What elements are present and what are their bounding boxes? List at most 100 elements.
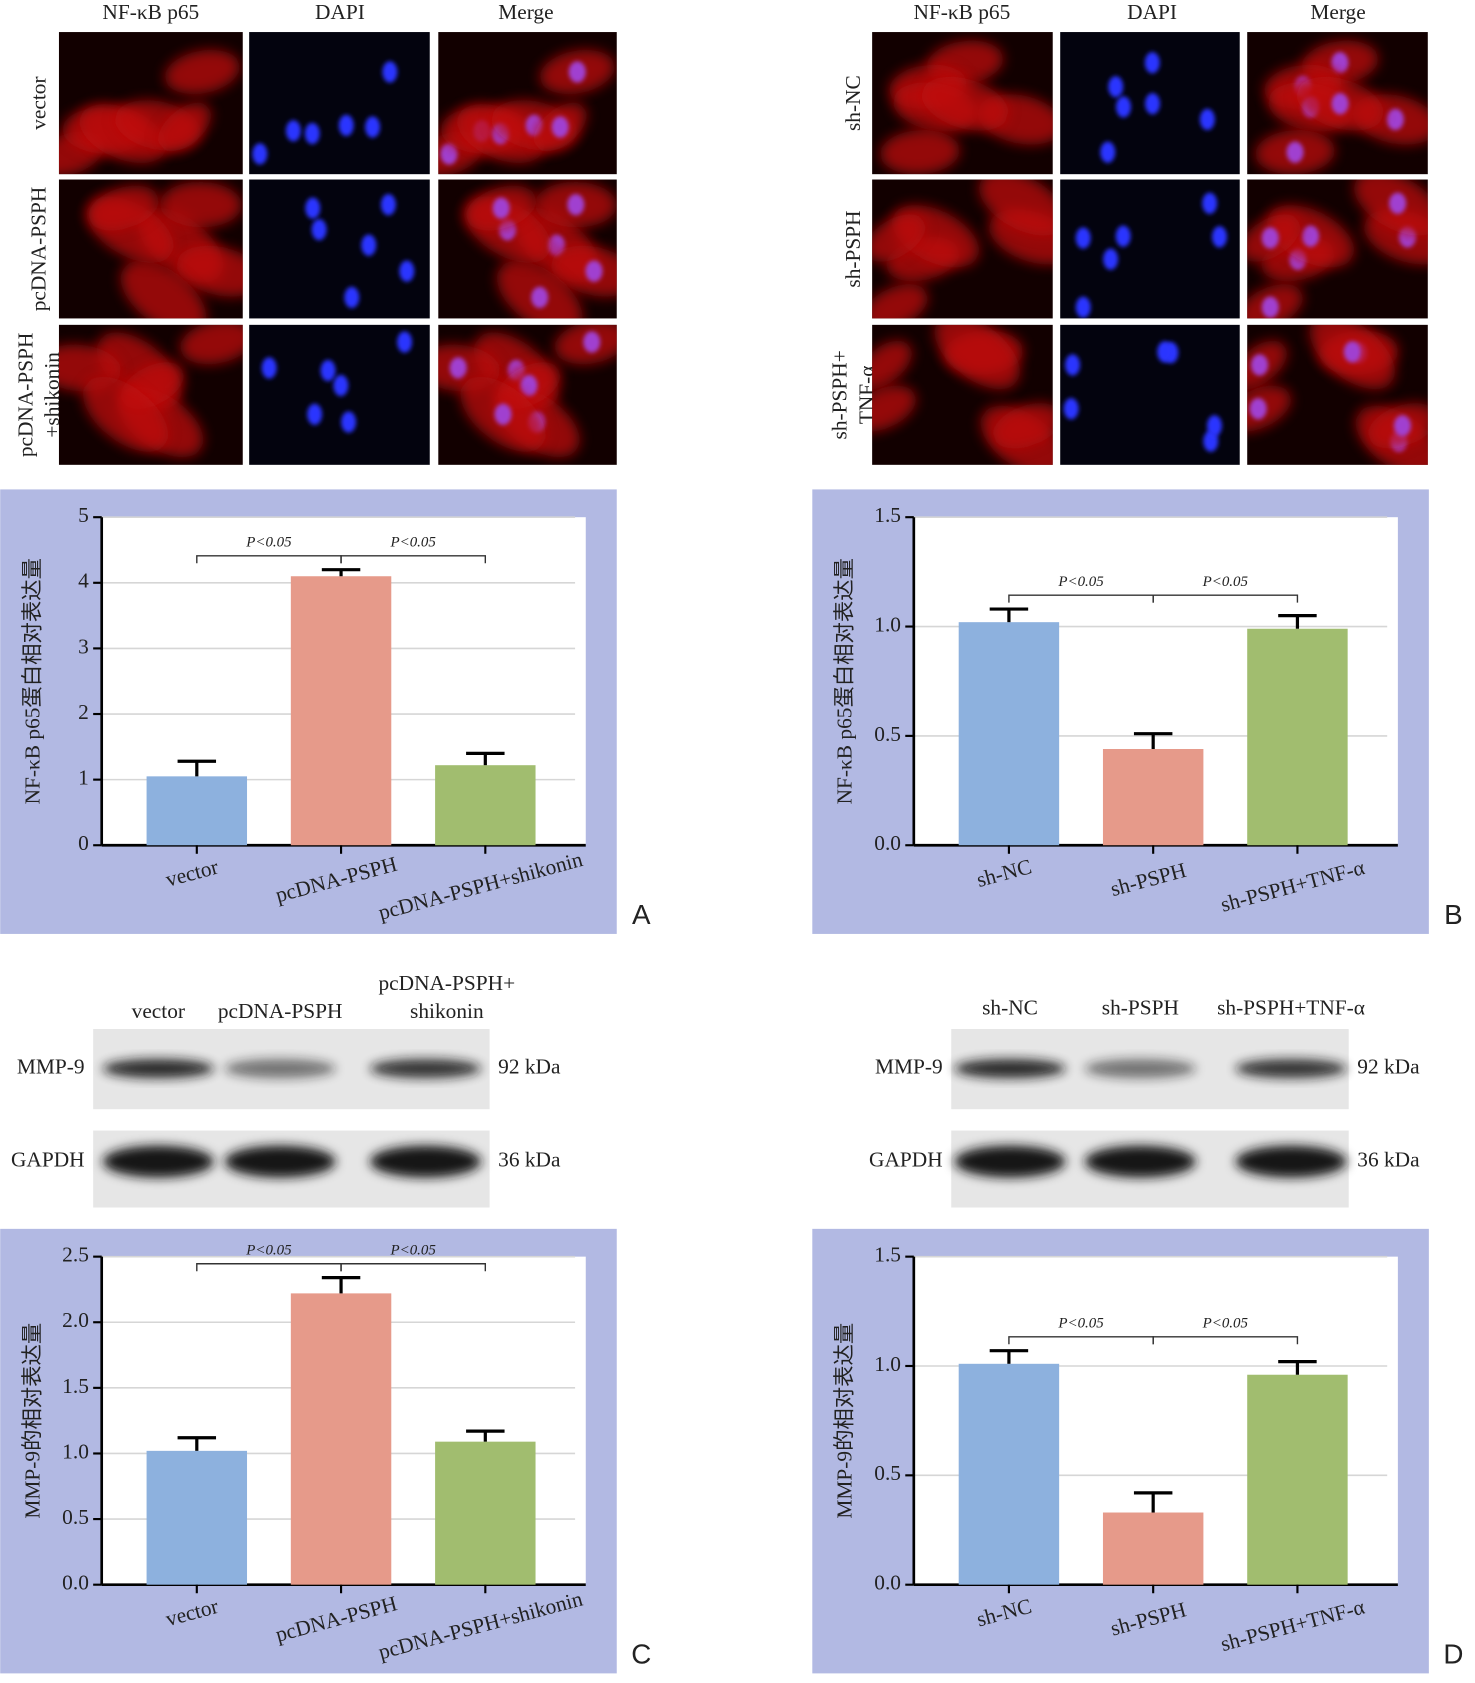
nucleus [305, 197, 321, 219]
band [1084, 1145, 1196, 1178]
nucleus [399, 260, 415, 282]
panel-letter: D [1443, 1639, 1463, 1670]
nucleus [1261, 227, 1279, 249]
cell-body [159, 182, 242, 228]
nucleus [551, 116, 569, 138]
cell-body [88, 185, 159, 231]
size-label: 36 kDa [498, 1147, 561, 1171]
micrograph-content [261, 331, 413, 433]
cell-body [872, 284, 928, 319]
y-tick-label: 0.5 [874, 722, 901, 746]
micrograph [1060, 179, 1240, 319]
nucleus [1075, 227, 1091, 249]
cell-body [872, 385, 916, 432]
micrograph-content [305, 193, 415, 309]
nucleus [1144, 52, 1160, 74]
y-tick-label: 0.0 [874, 1571, 901, 1595]
significance-bracket [340, 1263, 487, 1272]
bar [290, 576, 392, 846]
row-label: sh-PSPH [841, 210, 865, 287]
micrograph-content [880, 40, 1053, 175]
significance-label: P<0.05 [245, 1242, 292, 1258]
micrograph-content [252, 61, 398, 165]
y-tick-label: 1.0 [62, 1439, 89, 1463]
panel-letter: A [632, 899, 651, 930]
size-label: 92 kDa [1357, 1054, 1420, 1078]
significance-bracket [340, 555, 487, 564]
micrograph-content [1063, 341, 1222, 452]
nucleus [440, 143, 458, 165]
micrograph [249, 32, 430, 175]
bar [1247, 1374, 1348, 1585]
nucleus [1343, 341, 1361, 363]
nucleus [1251, 354, 1269, 376]
nucleus [567, 193, 585, 216]
nucleus [520, 374, 538, 397]
nucleus [1206, 415, 1222, 437]
lane-label: pcDNA-PSPH+ [379, 971, 516, 995]
band [102, 1145, 214, 1178]
row-label: pcDNA-PSPH [13, 333, 37, 458]
bar [958, 1363, 1060, 1585]
nucleus [1301, 225, 1320, 247]
bar [146, 776, 248, 846]
micrograph-content [1255, 40, 1428, 175]
band [224, 1145, 336, 1178]
nucleus [583, 331, 601, 353]
panel-letter: B [1444, 899, 1463, 930]
band [954, 1145, 1066, 1178]
nucleus [585, 260, 603, 282]
y-tick-label: 2.5 [62, 1243, 89, 1267]
band [954, 1058, 1066, 1079]
significance-label: P<0.05 [389, 1242, 436, 1258]
micrograph [872, 179, 1053, 319]
y-tick-label: 0.5 [874, 1461, 901, 1485]
significance-label: P<0.05 [1202, 1315, 1249, 1331]
micrograph [58, 324, 243, 465]
nucleus [449, 357, 467, 379]
nucleus [261, 357, 277, 379]
y-tick-label: 1.5 [874, 1243, 901, 1267]
y-tick-label: 0 [78, 831, 89, 855]
nucleus [492, 197, 510, 219]
size-label: 36 kDa [1357, 1147, 1420, 1171]
bar [1102, 1512, 1204, 1585]
micrograph-content [1075, 192, 1227, 318]
y-tick-label: 0.5 [62, 1505, 89, 1529]
row-label: pcDNA-PSPH [27, 187, 51, 312]
bar [435, 765, 536, 846]
nucleus [1331, 93, 1349, 115]
y-tick-label: 2 [78, 700, 89, 724]
nucleus [380, 193, 396, 216]
nucleus [1202, 192, 1218, 214]
nucleus [1065, 354, 1081, 376]
nucleus [1212, 226, 1227, 248]
micrograph-content [1247, 179, 1428, 319]
protein-label: MMP-9 [17, 1054, 85, 1078]
y-tick-label: 0.0 [874, 831, 901, 855]
nucleus [285, 120, 301, 142]
micrograph [58, 179, 243, 319]
micrograph-content [438, 49, 615, 175]
bar [146, 1450, 248, 1585]
micrograph-content [872, 324, 1053, 465]
micrograph [249, 324, 430, 465]
nucleus [1115, 225, 1131, 247]
bar [958, 622, 1060, 846]
micrograph [438, 324, 617, 465]
micrograph-content [1247, 324, 1428, 465]
nucleus [1199, 108, 1215, 131]
band [1235, 1145, 1347, 1178]
protein-label: MMP-9 [875, 1054, 943, 1078]
cell-body [120, 260, 207, 319]
band [1235, 1058, 1347, 1079]
significance-label: P<0.05 [389, 534, 436, 550]
micrograph-content [58, 49, 240, 175]
significance-label: P<0.05 [245, 534, 292, 550]
nucleus [361, 234, 377, 256]
nucleus [1393, 415, 1411, 437]
cell-body [979, 179, 1053, 236]
nucleus [1100, 141, 1116, 163]
nucleus [252, 143, 268, 165]
